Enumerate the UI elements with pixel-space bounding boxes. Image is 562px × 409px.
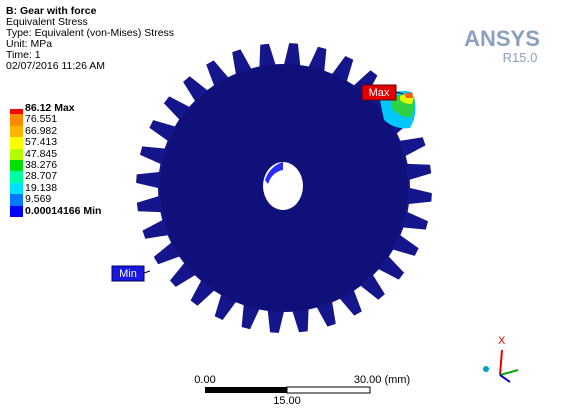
viewport: Max Min ANSYS R15.0 0.00 30.00 (mm) 15.0… [0,0,562,409]
max-label: Max [369,87,390,99]
legend-label: 9.569 [25,194,51,205]
legend-swatch [10,149,23,160]
legend-swatch [10,137,23,148]
legend-swatch [10,206,23,217]
legend-label: 86.12 Max [25,103,75,114]
logo-name: ANSYS [464,26,540,51]
min-leader [144,271,150,273]
legend-swatch [10,183,23,194]
legend-swatch [10,194,23,205]
triad: X [483,335,518,382]
scale-bar-light [287,387,370,393]
scale-end: 30.00 (mm) [354,374,410,386]
legend-swatch [10,171,23,182]
legend-label: 66.982 [25,126,57,137]
legend-label: 0.00014166 Min [25,206,101,217]
legend-swatch [10,114,23,125]
scale-mid: 15.00 [273,395,301,407]
min-label: Min [119,268,137,280]
legend-swatch [10,126,23,137]
triad-x: X [498,335,506,347]
logo-version: R15.0 [503,50,538,65]
legend-label: 38.276 [25,160,57,171]
legend-label: 47.845 [25,149,57,160]
date: 02/07/2016 11:26 AM [6,61,105,72]
legend-label: 28.707 [25,171,57,182]
legend-label: 76.551 [25,114,57,125]
scale-bar-dark [205,387,287,393]
legend-label: 57.413 [25,137,57,148]
scale-start: 0.00 [194,374,215,386]
legend-label: 19.138 [25,183,57,194]
legend-swatch [10,160,23,171]
